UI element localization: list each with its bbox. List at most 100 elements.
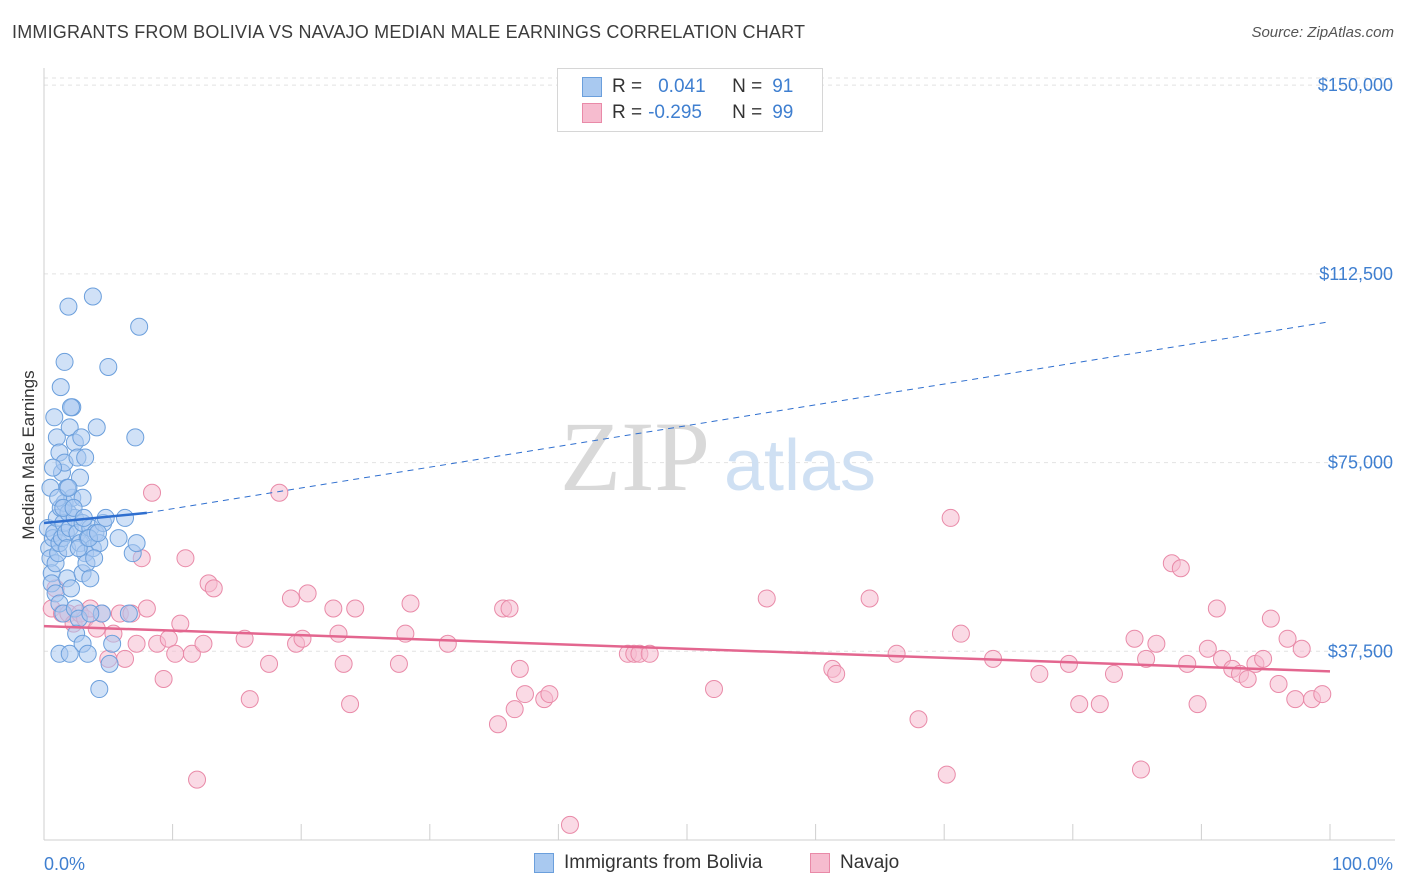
- bolivia-point: [126, 428, 145, 447]
- navajo-point: [1171, 559, 1190, 578]
- legend-r-value: 0.041: [658, 76, 706, 97]
- navajo-point: [1104, 664, 1123, 683]
- navajo-point: [909, 710, 928, 729]
- navajo-point: [1269, 675, 1288, 693]
- navajo-point: [941, 508, 960, 527]
- navajo-point: [515, 685, 534, 704]
- bolivia-trend-line: [43, 511, 148, 525]
- bolivia-point: [116, 508, 135, 527]
- navajo-point: [1178, 654, 1197, 673]
- bolivia-point: [71, 468, 90, 487]
- navajo-point: [510, 659, 529, 678]
- bolivia-point: [87, 418, 106, 437]
- y-tick-label: $150,000: [1318, 75, 1393, 95]
- navajo-point: [640, 644, 659, 663]
- navajo-point: [240, 690, 259, 709]
- y-axis-label: Median Male Earnings: [19, 370, 38, 539]
- navajo-point: [176, 549, 195, 568]
- navajo-point: [270, 483, 289, 502]
- navajo-point: [1313, 685, 1332, 704]
- bolivia-point: [100, 654, 119, 673]
- navajo-point: [500, 599, 519, 618]
- bolivia-point: [90, 680, 109, 699]
- legend-n-value: 99: [772, 102, 794, 123]
- navajo-point: [334, 654, 353, 673]
- bolivia-point: [81, 569, 100, 588]
- legend-r-value: -0.295: [648, 102, 702, 123]
- navajo-point: [154, 669, 173, 688]
- navajo-trend-line: [43, 624, 1331, 673]
- navajo-point: [505, 700, 524, 719]
- bolivia-point: [44, 458, 63, 477]
- bolivia-point: [51, 378, 70, 397]
- navajo-point: [1238, 669, 1257, 688]
- legend-n-value: 91: [772, 76, 794, 97]
- legend-r-label: R =: [612, 76, 643, 97]
- navajo-point: [1090, 695, 1109, 714]
- navajo-point: [293, 629, 312, 648]
- navajo-point: [1188, 695, 1207, 714]
- navajo-point: [166, 644, 185, 663]
- series-navajo: [42, 483, 1332, 834]
- axes: [43, 68, 1395, 841]
- bolivia-point: [89, 524, 108, 543]
- bolivia-trend-dashed: [146, 321, 1331, 514]
- navajo-point: [1254, 649, 1273, 668]
- correlation-legend: R = 0.041 N = 91 R = -0.295 N = 99: [557, 68, 823, 132]
- bolivia-point: [109, 529, 128, 548]
- navajo-point: [159, 629, 178, 648]
- navajo-point: [1137, 649, 1156, 668]
- bolivia-point: [55, 352, 74, 371]
- watermark-atlas: atlas: [724, 426, 876, 506]
- navajo-point: [137, 599, 156, 618]
- y-tick-labels: $37,500 $75,000 $112,500 $150,000: [1318, 75, 1393, 661]
- bolivia-point: [72, 428, 91, 447]
- bolivia-point: [81, 604, 100, 623]
- navajo-point: [757, 589, 776, 608]
- legend-row-bolivia: R = 0.041 N = 91: [582, 75, 793, 99]
- navajo-point: [260, 654, 279, 673]
- trend-lines: [43, 321, 1331, 673]
- legend-swatch-bolivia: [582, 77, 602, 97]
- navajo-point: [1125, 629, 1144, 648]
- navajo-point: [346, 599, 365, 618]
- bolivia-point: [119, 604, 138, 623]
- bolivia-point: [99, 357, 118, 376]
- bolivia-point: [62, 398, 81, 417]
- navajo-point: [860, 589, 879, 608]
- legend-n-label: N =: [732, 76, 763, 97]
- bottom-legend-bolivia: Immigrants from Bolivia: [534, 852, 763, 874]
- navajo-point: [281, 589, 300, 608]
- navajo-point: [827, 664, 846, 683]
- x-tick-label: 100.0%: [1332, 854, 1393, 874]
- bolivia-point: [103, 634, 122, 653]
- navajo-point: [324, 599, 343, 618]
- bolivia-point: [59, 478, 78, 497]
- bolivia-point: [76, 448, 95, 467]
- legend-row-navajo: R = -0.295 N = 99: [582, 101, 793, 125]
- bolivia-point: [83, 287, 102, 306]
- navajo-point: [204, 579, 223, 598]
- legend-swatch-navajo: [582, 103, 602, 123]
- navajo-point: [116, 649, 135, 668]
- grid: [44, 77, 1395, 652]
- bottom-legend-label-navajo: Navajo: [840, 852, 900, 873]
- navajo-point: [401, 594, 420, 613]
- navajo-point: [329, 624, 348, 643]
- source-label: Source: ZipAtlas.com: [1251, 24, 1394, 41]
- navajo-point: [1292, 639, 1311, 658]
- navajo-point: [560, 815, 579, 834]
- bolivia-point: [60, 644, 79, 663]
- bolivia-point: [62, 579, 81, 598]
- bottom-swatch-navajo: [810, 853, 830, 873]
- bottom-legend-label-bolivia: Immigrants from Bolivia: [564, 852, 763, 873]
- navajo-point: [194, 634, 213, 653]
- navajo-point: [705, 680, 724, 699]
- navajo-point: [951, 624, 970, 643]
- y-tick-label: $75,000: [1328, 453, 1393, 473]
- watermark-zip: ZIP: [560, 401, 710, 512]
- chart-title: IMMIGRANTS FROM BOLIVIA VS NAVAJO MEDIAN…: [12, 22, 806, 42]
- navajo-point: [143, 483, 162, 502]
- navajo-point: [937, 765, 956, 784]
